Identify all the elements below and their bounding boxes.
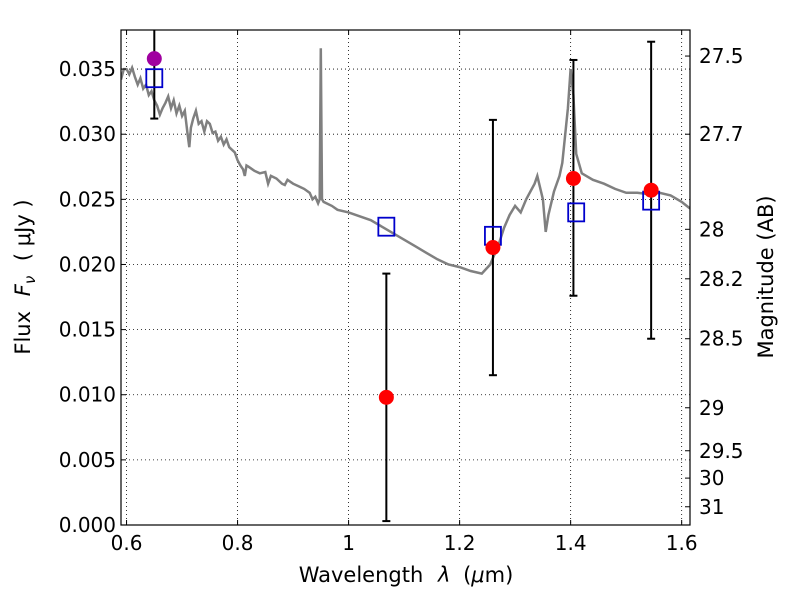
y-tick-label: 0.010 [59,383,116,407]
gridlines [121,30,690,526]
y-tick-label: 0.020 [59,252,116,276]
y-axis-label: Flux Fν ( μJy ) [11,199,40,354]
magnitude-tick-label: 28 [699,217,724,241]
magnitude-axis-ticks: 27.5 27.7 28 28.2 28.5 29 29.5 30 31 [685,44,744,519]
x-tick-label: 1.2 [444,531,476,555]
model-spectrum-line [121,48,690,275]
magnitude-tick-label: 27.7 [699,122,744,146]
y-tick-label: 0.000 [59,513,116,537]
magnitude-tick-label: 28.2 [699,267,744,291]
observed-point [146,51,162,67]
magnitude-tick-label: 28.5 [699,327,744,351]
model-point-square [377,216,396,237]
x-axis-ticks: 0.6 0.8 1 1.2 1.4 1.6 [111,30,698,555]
y-tick-label: 0.015 [59,318,116,342]
magnitude-tick-label: 29 [699,396,724,420]
model-point-square [145,68,164,89]
magnitude-tick-label: 29.5 [699,439,744,463]
observed-point [485,240,501,256]
y-tick-label: 0.030 [59,122,116,146]
model-point-square [567,202,586,223]
y-tick-label: 0.025 [59,187,116,211]
y-axis-ticks: 0.000 0.005 0.010 0.015 0.020 0.025 0.030 0.035 [59,57,126,537]
observed-photometry-points [146,51,659,405]
plot-frame [120,29,691,526]
x-tick-label: 1.6 [666,531,698,555]
magnitude-tick-label: 30 [699,466,724,490]
y-tick-label: 0.005 [59,448,116,472]
x-tick-label: 1.4 [555,531,587,555]
observed-point [378,389,394,405]
x-tick-label: 0.8 [222,531,254,555]
x-axis-label: Wavelength λ (μm) [299,563,514,587]
observed-point [643,182,659,198]
magnitude-axis-label: Magnitude (AB) [754,195,778,358]
x-tick-label: 0.6 [111,531,143,555]
plot-area [121,30,690,523]
model-photometry-squares [145,68,661,246]
observed-point [565,171,581,186]
error-bars [150,30,656,523]
magnitude-tick-label: 31 [699,495,724,519]
x-tick-label: 1 [342,531,355,555]
magnitude-tick-label: 27.5 [699,44,744,68]
y-tick-label: 0.035 [59,57,116,81]
